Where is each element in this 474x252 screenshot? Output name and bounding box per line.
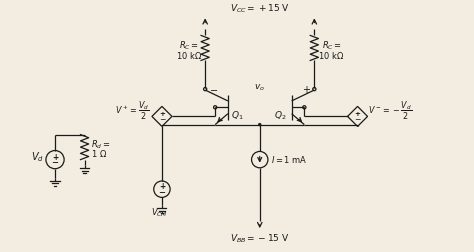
Circle shape <box>303 106 306 109</box>
Text: $1\ \Omega$: $1\ \Omega$ <box>91 148 108 159</box>
Text: +: + <box>52 153 58 162</box>
Text: −: − <box>52 158 58 167</box>
Text: −: − <box>355 115 361 124</box>
Text: $V_{CM}$: $V_{CM}$ <box>151 206 168 219</box>
Text: $R_d =$: $R_d =$ <box>91 138 111 151</box>
Circle shape <box>258 123 261 126</box>
Text: $V_{BB} = -15\ \mathrm{V}$: $V_{BB} = -15\ \mathrm{V}$ <box>230 232 290 245</box>
Text: $Q_1$: $Q_1$ <box>231 110 243 122</box>
Circle shape <box>203 87 207 91</box>
Text: −: − <box>159 115 165 124</box>
Text: $R_C =$: $R_C =$ <box>322 40 342 52</box>
Text: $10\ \mathrm{k\Omega}$: $10\ \mathrm{k\Omega}$ <box>319 50 345 61</box>
Text: $-$: $-$ <box>209 84 218 94</box>
Text: $Q_2$: $Q_2$ <box>274 110 287 122</box>
Text: $10\ \mathrm{k\Omega}$: $10\ \mathrm{k\Omega}$ <box>176 50 202 61</box>
Text: $v_o$: $v_o$ <box>254 83 265 93</box>
Circle shape <box>313 87 316 91</box>
Text: $I = 1\ \mathrm{mA}$: $I = 1\ \mathrm{mA}$ <box>271 154 308 165</box>
Text: $R_C =$: $R_C =$ <box>179 40 199 52</box>
Text: −: − <box>158 188 165 197</box>
Text: $V_{CC} = +15\ \mathrm{V}$: $V_{CC} = +15\ \mathrm{V}$ <box>230 3 290 15</box>
Text: +: + <box>159 111 165 117</box>
Text: +: + <box>159 182 165 191</box>
Text: $V_d$: $V_d$ <box>31 150 44 164</box>
Text: $+$: $+$ <box>301 84 310 94</box>
Circle shape <box>214 106 217 109</box>
Text: +: + <box>355 111 361 117</box>
Text: $V^+=\dfrac{V_d}{2}$: $V^+=\dfrac{V_d}{2}$ <box>115 100 150 122</box>
Text: $V^-=-\dfrac{V_d}{2}$: $V^-=-\dfrac{V_d}{2}$ <box>368 100 412 122</box>
